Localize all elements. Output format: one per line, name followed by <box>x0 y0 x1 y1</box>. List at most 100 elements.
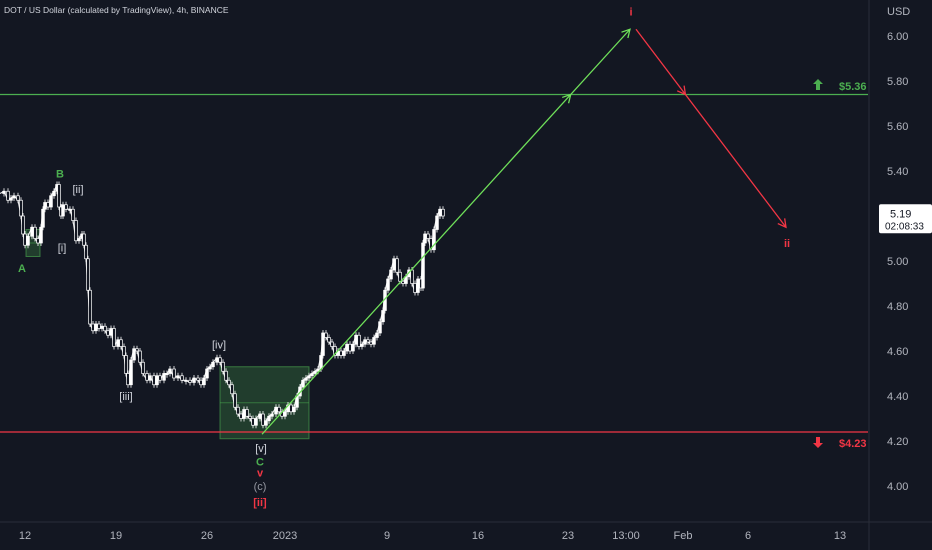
candle <box>248 415 252 419</box>
candle <box>345 343 349 352</box>
candle <box>351 343 355 352</box>
wave-label: ii <box>784 238 790 250</box>
candle <box>389 269 393 280</box>
candle <box>435 215 439 230</box>
candle <box>339 350 343 356</box>
x-tick-label: 13:00 <box>612 530 640 542</box>
red-projection-midarrow <box>676 85 687 96</box>
candle <box>324 332 328 338</box>
candle <box>97 323 101 329</box>
candle <box>277 406 281 413</box>
candle <box>94 323 98 332</box>
candle <box>233 393 237 408</box>
candle <box>274 406 278 415</box>
red-projection-line[interactable] <box>635 28 787 228</box>
candle <box>16 195 20 201</box>
candle <box>261 413 265 426</box>
candle <box>23 233 27 246</box>
candle <box>124 355 128 374</box>
candle <box>12 195 16 199</box>
candle <box>122 346 126 356</box>
candle <box>119 339 123 347</box>
candle <box>348 343 352 352</box>
candle <box>61 204 65 217</box>
candle <box>138 350 142 363</box>
x-tick-label: 9 <box>384 530 390 542</box>
candle <box>208 366 212 370</box>
wave-label: v <box>257 468 264 480</box>
candle <box>264 420 268 426</box>
bar-countdown: 02:08:33 <box>885 221 924 232</box>
candle <box>33 226 37 239</box>
candle <box>155 375 159 386</box>
candle <box>283 411 287 417</box>
candle <box>267 415 271 422</box>
candle <box>30 226 34 237</box>
current-price-box <box>879 204 932 234</box>
candle <box>218 357 222 363</box>
current-price-value: 5.19 <box>890 208 911 220</box>
candle <box>304 377 308 381</box>
candle <box>251 418 255 426</box>
arrow-down-icon <box>813 437 823 448</box>
candle <box>132 348 136 361</box>
candle <box>184 379 188 382</box>
candle <box>199 379 203 386</box>
candle <box>64 204 68 210</box>
candle <box>205 368 209 379</box>
x-tick-label: 12 <box>19 530 31 542</box>
candle <box>342 350 346 356</box>
candle <box>152 375 156 386</box>
candle <box>82 233 86 246</box>
candle <box>88 289 92 325</box>
candle <box>221 361 225 372</box>
candle <box>310 373 314 377</box>
candle <box>148 375 152 381</box>
candle <box>84 244 88 260</box>
candle <box>21 215 25 235</box>
y-tick-label: 4.80 <box>887 301 908 313</box>
candle <box>145 373 149 381</box>
candle <box>43 202 47 210</box>
candle <box>86 258 90 291</box>
y-tick-label: 5.80 <box>887 76 908 88</box>
green-projection-line[interactable] <box>261 28 631 435</box>
candle <box>321 332 325 356</box>
wave-label: [iii] <box>119 391 132 403</box>
y-tick-label: 4.20 <box>887 436 908 448</box>
candle <box>386 278 390 291</box>
y-tick-label: 4.00 <box>887 481 908 493</box>
candle <box>202 377 206 386</box>
candle <box>227 379 231 386</box>
wave-label: [i] <box>58 243 67 255</box>
candle <box>410 269 414 284</box>
y-tick-label: 4.60 <box>887 346 908 358</box>
wave-label: [iv] <box>212 339 226 351</box>
candle <box>432 229 436 251</box>
candle <box>192 377 196 383</box>
candle <box>26 235 30 246</box>
candle <box>126 373 130 386</box>
candle <box>381 310 385 323</box>
green-projection-midarrow <box>561 93 572 104</box>
candle <box>289 404 293 413</box>
y-tick-label: 6.00 <box>887 31 908 43</box>
candle <box>129 359 133 386</box>
green-level-label: $5.36 <box>839 81 867 93</box>
candle <box>91 323 95 332</box>
candle <box>103 325 107 332</box>
candle <box>176 375 180 379</box>
candle <box>270 413 274 417</box>
candle <box>106 330 110 336</box>
candle <box>19 199 23 217</box>
candle <box>254 418 258 426</box>
candle <box>239 413 243 419</box>
candle <box>236 406 240 415</box>
candle <box>330 341 334 347</box>
candle <box>230 384 234 395</box>
candle <box>116 339 120 347</box>
candle <box>441 208 445 217</box>
candle <box>301 379 305 388</box>
candle <box>49 195 53 208</box>
